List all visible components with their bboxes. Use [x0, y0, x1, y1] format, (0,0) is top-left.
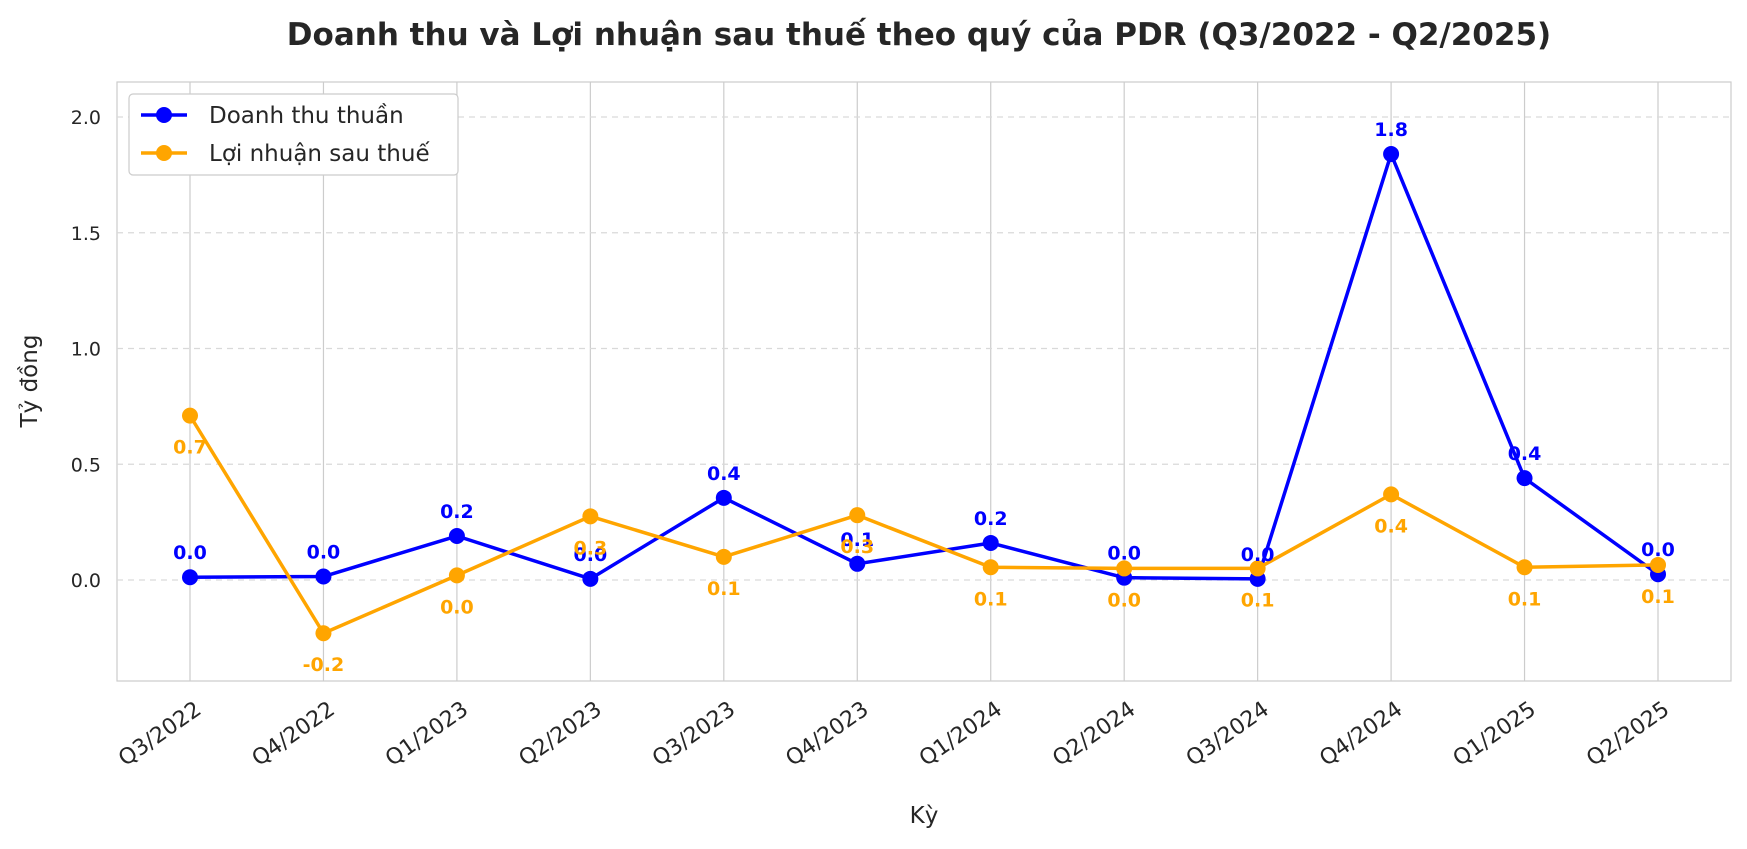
y-tick-label: 2.0 — [71, 107, 101, 129]
y-axis-label: Tỷ đồng — [17, 335, 43, 429]
series-point-1 — [315, 625, 332, 642]
series-point-1 — [1249, 560, 1266, 577]
data-label: 0.2 — [440, 501, 474, 523]
data-label: 0.1 — [1241, 589, 1275, 611]
x-tick-label: Q4/2023 — [782, 697, 874, 772]
series-layer — [182, 146, 1666, 642]
data-label: 0.1 — [707, 578, 741, 600]
plot-area — [116, 81, 1732, 682]
x-axis-label: Kỳ — [910, 803, 939, 829]
series-point-0 — [1383, 146, 1400, 163]
series-point-0 — [315, 568, 332, 585]
data-label-layer: 0.0 0.0 0.2 0.0 0.4 0.1 0.2 0.0 0.0 1.8 0.4 0.0 0.7 -… — [173, 119, 1675, 676]
series-line-1 — [188, 414, 1659, 635]
x-tick-label: Q3/2022 — [114, 697, 206, 772]
x-tick-label: Q2/2024 — [1048, 697, 1140, 772]
legend: Doanh thu thuần Lợi nhuận sau thuế — [128, 93, 459, 176]
data-label: 0.4 — [1508, 443, 1542, 465]
legend-box — [128, 93, 459, 176]
legend-marker-doanh-thu — [156, 107, 172, 123]
legend-marker-loi-nhuan — [156, 145, 172, 161]
series-point-1 — [582, 508, 599, 525]
series-point-1 — [1516, 559, 1533, 576]
series-point-1 — [982, 559, 999, 576]
series-point-1 — [1116, 560, 1133, 577]
legend-label-doanh-thu: Doanh thu thuần — [209, 103, 404, 129]
series-point-1 — [182, 407, 198, 424]
data-label: -0.2 — [303, 654, 345, 676]
data-label: 0.1 — [1641, 586, 1675, 608]
y-tick-label: 1.5 — [71, 223, 101, 245]
data-label: 0.1 — [974, 588, 1008, 610]
y-tick-label: 1.0 — [71, 339, 101, 361]
data-label: 0.0 — [440, 596, 474, 618]
series-line-0 — [189, 152, 1660, 581]
data-label: 0.0 — [1241, 544, 1275, 566]
series-point-1 — [1650, 556, 1666, 573]
series-point-1 — [448, 567, 465, 584]
data-label: 0.1 — [840, 529, 874, 551]
data-label: 0.0 — [1107, 543, 1141, 565]
y-tick-label: 0.0 — [71, 570, 101, 592]
data-label: 1.8 — [1374, 119, 1408, 141]
data-label: 0.4 — [1374, 515, 1408, 537]
series-point-0 — [448, 528, 465, 545]
data-label: 0.2 — [974, 508, 1008, 530]
x-tick-label: Q3/2023 — [648, 697, 740, 772]
data-label: 0.3 — [574, 537, 608, 559]
series-point-0 — [582, 570, 599, 587]
series-point-0 — [715, 489, 732, 506]
series-point-1 — [1383, 486, 1400, 503]
series-point-0 — [982, 534, 999, 551]
x-tick-label: Q2/2023 — [515, 697, 607, 772]
series-point-1 — [715, 548, 732, 565]
series-point-1 — [849, 507, 866, 524]
data-label: 0.4 — [707, 463, 741, 485]
data-label: 0.0 — [1107, 589, 1141, 611]
data-label: 0.0 — [307, 542, 341, 564]
x-tick-label: Q4/2022 — [248, 697, 340, 772]
series-point-0 — [182, 569, 198, 586]
legend-label-loi-nhuan: Lợi nhuận sau thuế — [209, 141, 430, 167]
data-label: 0.0 — [574, 544, 608, 566]
y-tick-label: 0.5 — [71, 454, 101, 476]
x-tick-label: Q3/2024 — [1182, 697, 1274, 772]
x-tick-label: Q4/2024 — [1315, 697, 1407, 772]
data-label: 0.3 — [840, 536, 874, 558]
series-point-0 — [1516, 470, 1533, 487]
x-tick-label: Q1/2025 — [1449, 697, 1541, 772]
x-tick-label: Q2/2025 — [1582, 697, 1674, 772]
chart-title: Doanh thu và Lợi nhuận sau thuế theo quý… — [287, 17, 1551, 53]
data-label: 0.1 — [1508, 588, 1542, 610]
data-label: 0.0 — [173, 542, 207, 564]
x-tick-label: Q1/2024 — [915, 697, 1007, 772]
x-tick-label: Q1/2023 — [381, 697, 473, 772]
data-label: 0.0 — [1641, 539, 1675, 561]
data-label: 0.7 — [173, 437, 207, 459]
series-point-0 — [849, 555, 866, 572]
